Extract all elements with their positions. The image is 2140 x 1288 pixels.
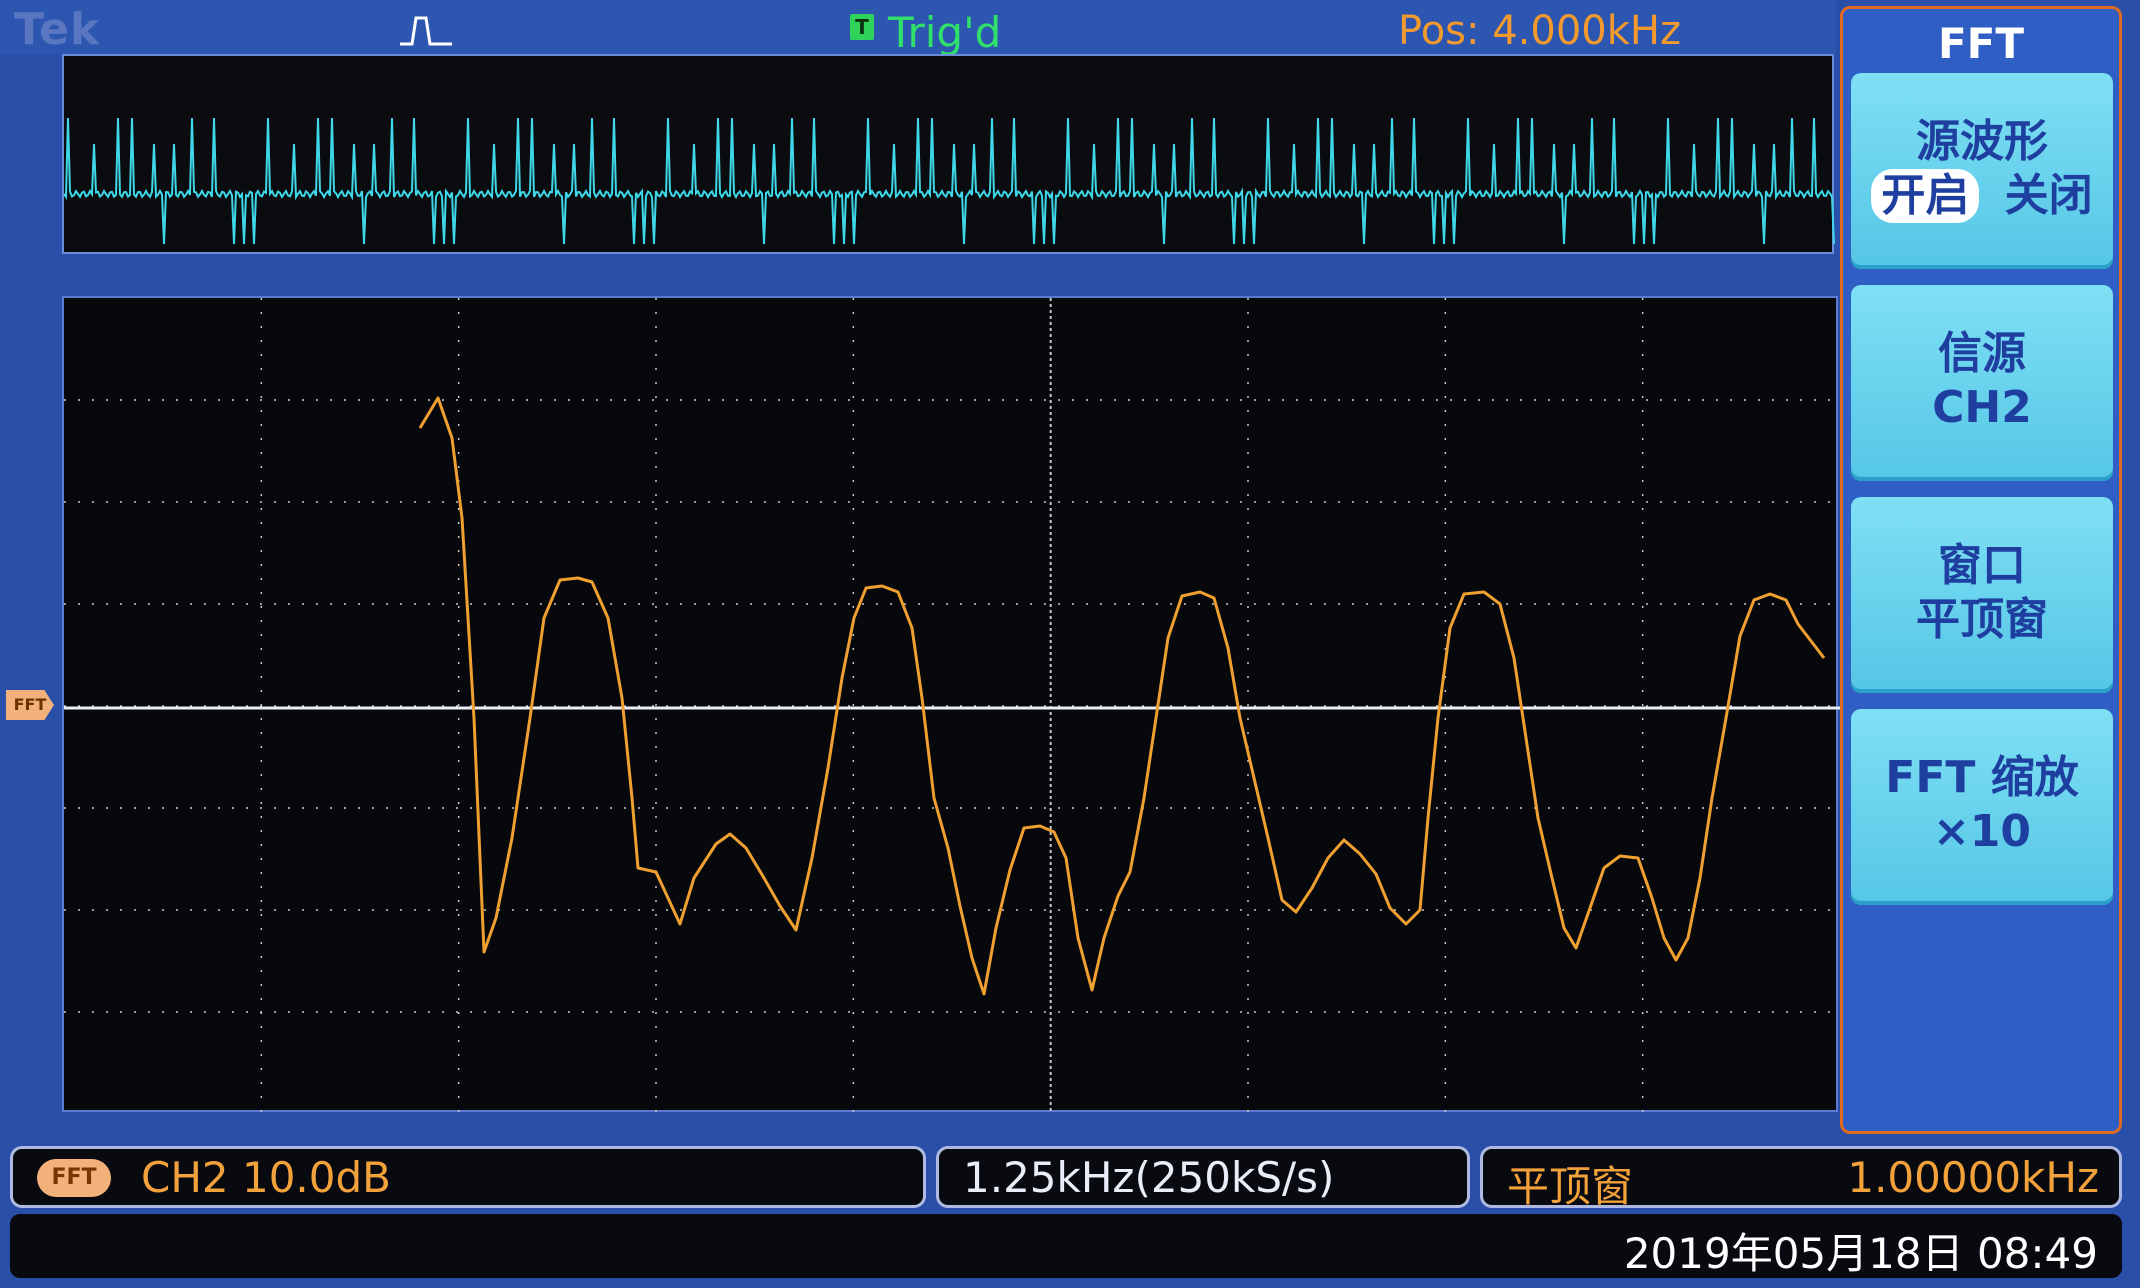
timebase-readout: 1.25kHz(250kS/s): [936, 1146, 1470, 1208]
bottom-readout-bar: FFT CH2 10.0dB 1.25kHz(250kS/s) 平顶窗 1.00…: [0, 1138, 2140, 1288]
window-readout: 平顶窗 1.00000kHz: [1480, 1146, 2122, 1211]
source-waveform-off-option[interactable]: 关闭: [2004, 170, 2093, 221]
fft-zoom-button[interactable]: FFT 缩放 ×10: [1851, 709, 2113, 905]
fft-zoom-label: FFT 缩放: [1885, 752, 2079, 803]
channel-readout: FFT CH2 10.0dB: [10, 1146, 926, 1208]
source-button[interactable]: 信源 CH2: [1851, 285, 2113, 481]
fft-channel-badge: FFT: [37, 1159, 111, 1197]
fft-trace: [418, 396, 1826, 996]
source-waveform-trace: [64, 117, 1835, 245]
overview-trace: [64, 117, 1835, 245]
center-frequency: 1.00000kHz: [1847, 1153, 2099, 1202]
datetime: 2019年05月18日 08:49: [1623, 1229, 2098, 1278]
trigger-edge-icon: [400, 16, 452, 46]
fft-zoom-value: ×10: [1932, 806, 2032, 857]
fft-display-area: [62, 296, 1840, 1114]
fft-reference-marker[interactable]: FFT: [6, 690, 54, 720]
window-label: 窗口: [1938, 540, 2026, 591]
source-waveform-overview: [62, 54, 1835, 254]
datetime-bar: 2019年05月18日 08:49: [10, 1214, 2122, 1278]
brand-logo: Tek: [14, 4, 101, 55]
channel-scale: CH2 10.0dB: [141, 1153, 391, 1202]
empty-menu-slot: [1851, 921, 2113, 1117]
menu-title: FFT: [1937, 19, 2025, 68]
window-type: 平顶窗: [1507, 1162, 1634, 1211]
top-status-bar: Tek T Trig'd Pos: 4.000kHz: [0, 0, 1836, 57]
window-button[interactable]: 窗口 平顶窗: [1851, 497, 2113, 693]
source-waveform-button[interactable]: 源波形 开启 关闭: [1851, 73, 2113, 269]
source-label: 信源: [1938, 328, 2026, 379]
sample-rate: 1.25kHz(250kS/s): [963, 1153, 1335, 1202]
trigger-status: Trig'd: [888, 8, 1002, 57]
source-waveform-on-option[interactable]: 开启: [1871, 169, 1980, 223]
source-value: CH2: [1932, 382, 2032, 433]
position-readout: Pos: 4.000kHz: [1398, 8, 1681, 54]
fft-side-menu: FFT 源波形 开启 关闭 信源 CH2 窗口 平顶窗 FFT 缩放 ×10: [1840, 6, 2122, 1134]
trigger-badge: T: [850, 14, 874, 40]
source-waveform-label: 源波形: [1916, 116, 2048, 167]
graticule-grid: [64, 298, 1840, 1114]
window-value: 平顶窗: [1916, 594, 2048, 645]
